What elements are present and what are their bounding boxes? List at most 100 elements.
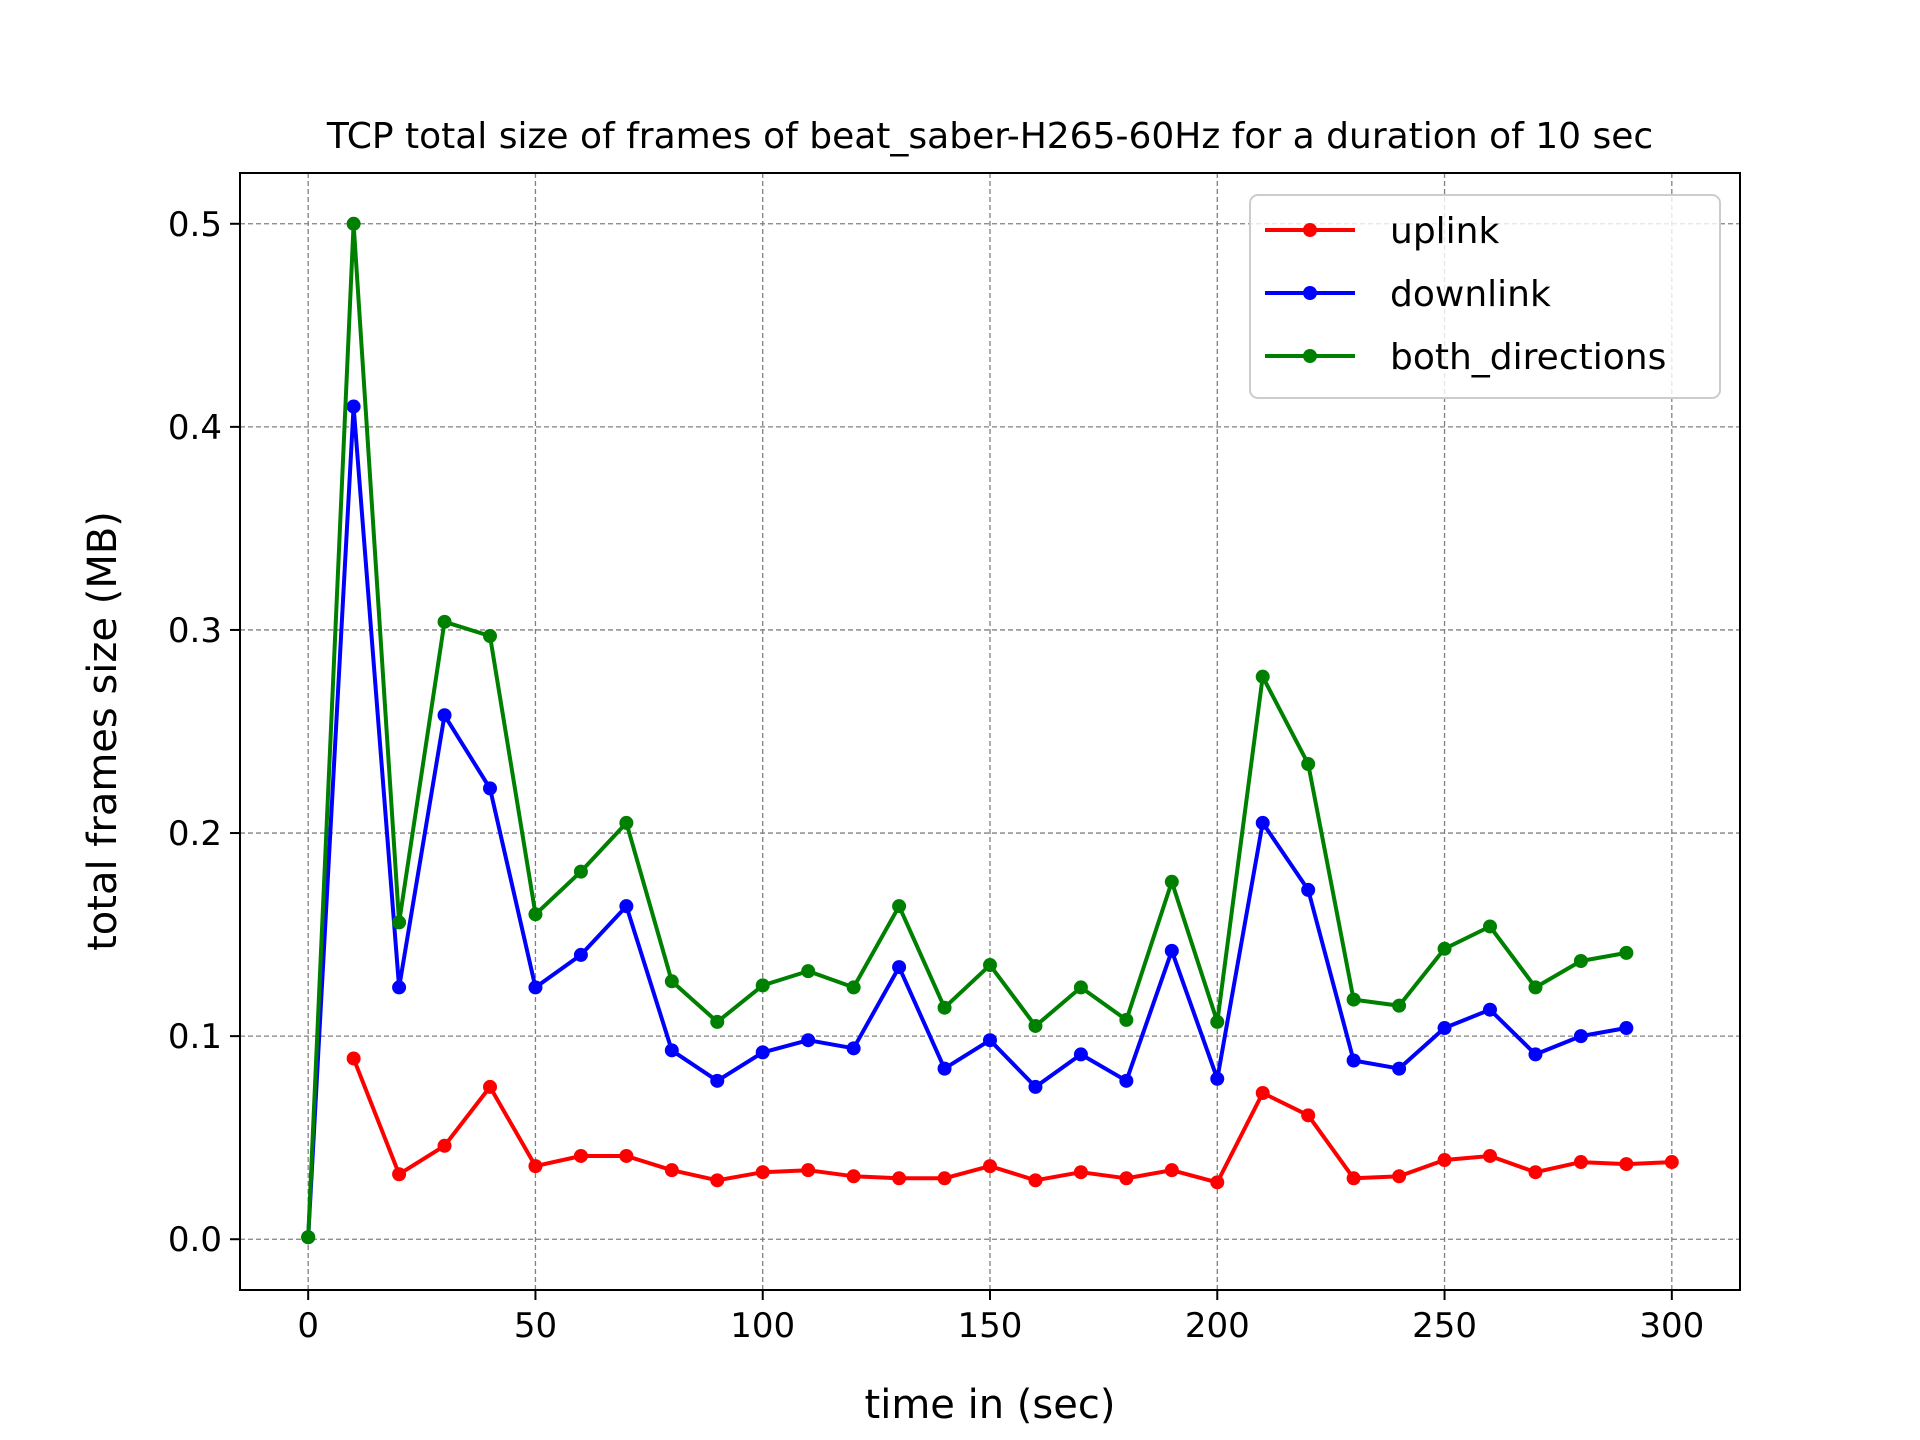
legend-label: uplink (1390, 211, 1499, 252)
data-point (1255, 815, 1270, 830)
data-point (1210, 1014, 1225, 1029)
data-point (710, 1073, 725, 1088)
data-point (1255, 669, 1270, 684)
data-point (619, 899, 634, 914)
legend: uplink downlink both_directions (1249, 194, 1721, 399)
data-point (892, 960, 907, 975)
data-point (437, 614, 452, 629)
data-point (755, 978, 770, 993)
data-point (1528, 980, 1543, 995)
data-point (1028, 1018, 1043, 1033)
data-point (1346, 1053, 1361, 1068)
data-point (937, 1061, 952, 1076)
x-tick-label: 0 (297, 1306, 319, 1346)
data-point (1210, 1175, 1225, 1190)
legend-label: both_directions (1390, 337, 1666, 378)
data-point (1073, 980, 1088, 995)
data-point (755, 1165, 770, 1180)
data-point (1073, 1165, 1088, 1180)
data-point (1255, 1086, 1270, 1101)
data-point (1437, 1021, 1452, 1036)
data-point (846, 1041, 861, 1056)
legend-marker (1303, 223, 1317, 237)
data-point (346, 1051, 361, 1066)
data-point (437, 708, 452, 723)
x-tick-label: 250 (1412, 1306, 1477, 1346)
data-point (392, 915, 407, 930)
data-point (1164, 874, 1179, 889)
data-point (846, 1169, 861, 1184)
data-point (1164, 943, 1179, 958)
x-tick-label: 50 (514, 1306, 557, 1346)
x-tick-label: 150 (958, 1306, 1023, 1346)
data-point (1573, 1155, 1588, 1170)
data-point (1301, 1108, 1316, 1123)
series-downlink (301, 399, 1634, 1245)
data-point (1483, 1002, 1497, 1017)
data-point (573, 947, 588, 962)
data-point (937, 1171, 952, 1186)
data-point (1483, 919, 1497, 934)
data-point (1619, 1021, 1634, 1036)
data-point (346, 216, 361, 231)
legend-item: both_directions (1265, 337, 1666, 378)
data-point (619, 815, 634, 830)
data-point (1028, 1079, 1043, 1094)
data-point (1392, 1169, 1407, 1184)
legend-item: downlink (1265, 274, 1551, 315)
data-point (1437, 941, 1452, 956)
series-uplink (346, 1051, 1679, 1190)
data-point (892, 899, 907, 914)
data-point (1073, 1047, 1088, 1062)
data-point (801, 1033, 816, 1048)
data-point (801, 964, 816, 979)
data-point (1573, 953, 1588, 968)
data-point (1119, 1171, 1134, 1186)
data-point (983, 1033, 997, 1048)
data-point (301, 1230, 316, 1245)
data-point (346, 399, 361, 414)
legend-marker (1303, 349, 1317, 363)
data-series (301, 216, 1679, 1245)
data-point (392, 1167, 407, 1182)
series-line (351, 1056, 1674, 1185)
data-point (1346, 1171, 1361, 1186)
data-point (1119, 1012, 1134, 1027)
x-axis-title: time in (sec) (865, 1382, 1116, 1428)
data-point (710, 1173, 725, 1188)
data-point (1392, 1061, 1407, 1076)
data-point (1210, 1071, 1225, 1086)
data-point (573, 1148, 588, 1163)
x-tick-label: 100 (730, 1306, 795, 1346)
data-point (983, 1159, 997, 1174)
y-tick-label: 0.4 (168, 408, 222, 448)
data-point (1483, 1148, 1497, 1163)
data-point (983, 958, 997, 973)
series-line (306, 404, 1629, 1240)
data-point (1164, 1163, 1179, 1178)
data-point (1528, 1047, 1543, 1062)
data-point (892, 1171, 907, 1186)
series-both_directions (301, 216, 1634, 1245)
y-tick-label: 0.5 (168, 205, 222, 245)
y-tick-label: 0.3 (168, 611, 222, 651)
chart-title: TCP total size of frames of beat_saber-H… (326, 116, 1653, 157)
legend-label: downlink (1390, 274, 1551, 315)
data-point (437, 1138, 452, 1153)
data-point (483, 1079, 497, 1094)
x-tick-label: 300 (1639, 1306, 1704, 1346)
data-point (1346, 992, 1361, 1007)
data-point (1573, 1029, 1588, 1044)
legend-box (1249, 194, 1721, 399)
data-point (1528, 1165, 1543, 1180)
data-point (1301, 882, 1316, 897)
legend-items: uplink downlink both_directions (1265, 211, 1666, 378)
data-point (801, 1163, 816, 1178)
y-axis-title: total frames size (MB) (80, 511, 126, 951)
data-point (528, 980, 543, 995)
data-point (664, 1043, 679, 1058)
data-point (1119, 1073, 1134, 1088)
data-point (937, 1000, 952, 1015)
data-point (755, 1045, 770, 1060)
